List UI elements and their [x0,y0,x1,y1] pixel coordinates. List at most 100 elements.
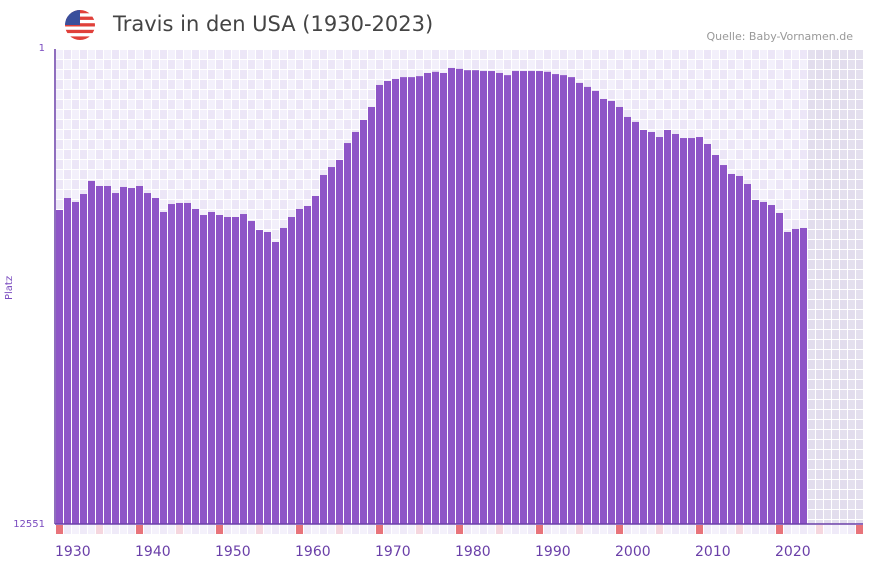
grid-cell [224,80,231,89]
year-marker [624,525,631,534]
grid-cell [840,170,847,179]
grid-cell [328,140,335,149]
grid-cell [616,50,623,59]
grid-cell [816,230,823,239]
grid-cell [808,490,815,499]
grid-cell [128,60,135,69]
grid-cell [656,130,663,139]
grid-cell [72,140,79,149]
grid-cell [848,490,855,499]
grid-cell [816,450,823,459]
year-marker [520,525,527,534]
grid-cell [816,80,823,89]
grid-cell [264,150,271,159]
grid-cell [840,150,847,159]
grid-cell [328,100,335,109]
year-marker [368,525,375,534]
grid-cell [784,110,791,119]
grid-cell [200,140,207,149]
grid-cell [640,70,647,79]
grid-cell [168,110,175,119]
grid-cell [584,50,591,59]
grid-cell [840,100,847,109]
grid-cell [232,80,239,89]
year-marker [768,525,775,534]
grid-cell [728,100,735,109]
grid-cell [832,150,839,159]
grid-cell [112,50,119,59]
grid-cell [832,230,839,239]
grid-cell [808,330,815,339]
grid-cell [168,140,175,149]
grid-cell [712,110,719,119]
grid-cell [808,240,815,249]
grid-cell [712,90,719,99]
grid-cell [240,140,247,149]
grid-cell [288,180,295,189]
grid-cell [120,180,127,189]
grid-cell [256,140,263,149]
grid-cell [632,50,639,59]
grid-cell [320,70,327,79]
year-marker [400,525,407,534]
grid-cell [840,450,847,459]
grid-cell [184,180,191,189]
bar-1930 [56,210,63,524]
grid-cell [760,100,767,109]
bar-1948 [200,215,207,525]
grid-cell [216,120,223,129]
grid-cell [712,70,719,79]
grid-cell [848,170,855,179]
grid-cell [824,430,831,439]
grid-cell [688,60,695,69]
grid-cell [808,430,815,439]
grid-cell [296,180,303,189]
source-link[interactable]: Quelle: Baby-Vornamen.de [706,30,853,43]
grid-cell [832,300,839,309]
grid-cell [224,60,231,69]
grid-cell [96,180,103,189]
grid-cell [224,50,231,59]
grid-cell [656,90,663,99]
grid-cell [160,120,167,129]
grid-cell [808,360,815,369]
grid-cell [816,390,823,399]
grid-cell [416,60,423,69]
grid-cell [824,400,831,409]
grid-cell [824,300,831,309]
grid-cell [152,70,159,79]
grid-cell [240,190,247,199]
grid-cell [856,140,863,149]
grid-cell [784,150,791,159]
grid-cell [832,330,839,339]
grid-cell [64,110,71,119]
grid-cell [640,60,647,69]
grid-cell [792,50,799,59]
grid-cell [488,50,495,59]
grid-cell [784,200,791,209]
bar-1942 [152,198,159,525]
grid-cell [152,160,159,169]
grid-cell [64,140,71,149]
grid-cell [672,60,679,69]
grid-cell [384,70,391,79]
grid-cell [264,50,271,59]
grid-cell [520,60,527,69]
grid-cell [720,70,727,79]
grid-cell [248,160,255,169]
grid-cell [112,170,119,179]
grid-cell [840,470,847,479]
grid-cell [840,210,847,219]
grid-cell [720,110,727,119]
grid-cell [392,60,399,69]
grid-cell [760,130,767,139]
grid-cell [808,390,815,399]
grid-cell [296,70,303,79]
grid-cell [736,110,743,119]
grid-cell [816,320,823,329]
grid-cell [152,170,159,179]
grid-cell [784,120,791,129]
grid-cell [160,70,167,79]
grid-cell [856,340,863,349]
grid-cell [704,130,711,139]
